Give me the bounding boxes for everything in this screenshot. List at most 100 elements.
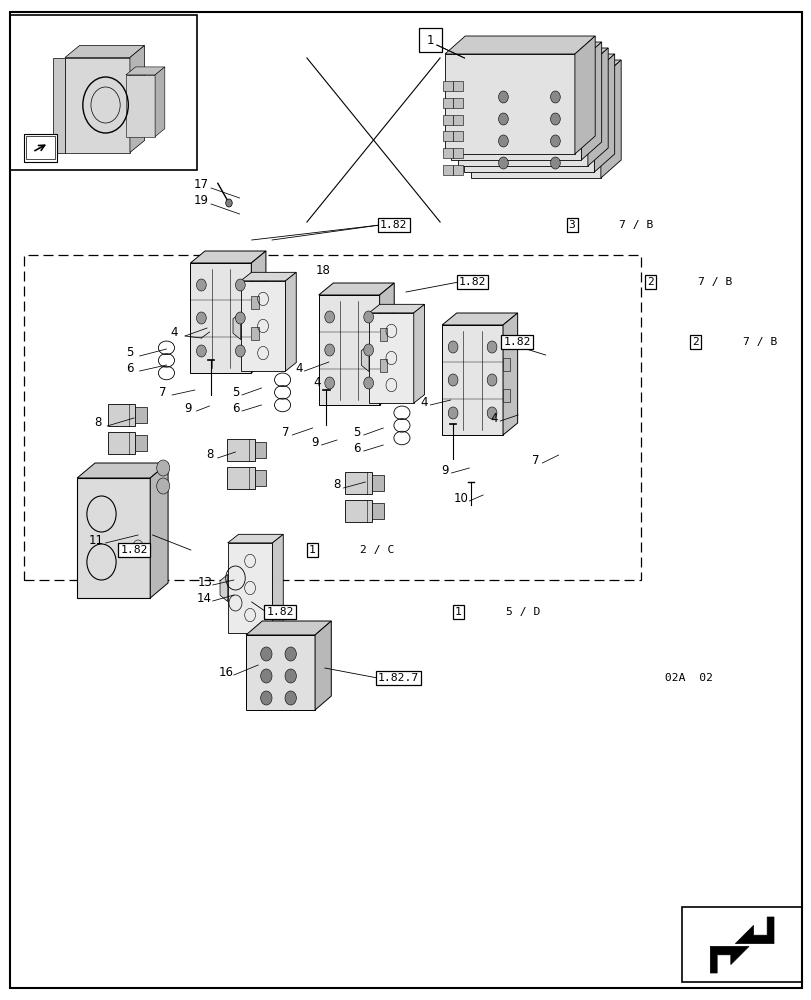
Bar — [246, 635, 315, 710]
Polygon shape — [53, 57, 65, 152]
Circle shape — [235, 312, 245, 324]
Circle shape — [285, 669, 296, 683]
Circle shape — [285, 647, 296, 661]
Circle shape — [550, 113, 560, 125]
Circle shape — [260, 647, 272, 661]
Text: 2: 2 — [646, 277, 654, 287]
Polygon shape — [451, 42, 601, 60]
Bar — [502, 358, 509, 371]
Polygon shape — [130, 45, 144, 152]
Circle shape — [448, 341, 457, 353]
Bar — [345, 472, 372, 494]
Circle shape — [487, 407, 496, 419]
Bar — [457, 66, 587, 166]
Circle shape — [260, 691, 272, 705]
Circle shape — [324, 377, 334, 389]
Circle shape — [487, 341, 496, 353]
Text: 02A  02: 02A 02 — [657, 673, 712, 683]
Text: 1.82: 1.82 — [266, 607, 294, 617]
Bar — [368, 313, 414, 403]
Circle shape — [260, 669, 272, 683]
Polygon shape — [77, 463, 168, 478]
Circle shape — [550, 91, 560, 103]
Text: 9: 9 — [311, 436, 319, 448]
Polygon shape — [470, 60, 620, 78]
Polygon shape — [272, 534, 283, 633]
Circle shape — [196, 279, 206, 291]
Text: 6: 6 — [353, 442, 361, 454]
Text: 13: 13 — [197, 576, 212, 588]
Bar — [240, 281, 285, 371]
Circle shape — [448, 407, 457, 419]
Text: 4: 4 — [294, 361, 303, 374]
Circle shape — [363, 311, 373, 323]
Text: 11: 11 — [88, 534, 103, 546]
Text: 19: 19 — [194, 194, 208, 207]
Circle shape — [363, 344, 373, 356]
Text: 5: 5 — [353, 426, 361, 438]
Text: 1: 1 — [308, 545, 315, 555]
Bar — [251, 327, 258, 340]
Bar — [24, 255, 641, 580]
Bar — [453, 81, 462, 91]
Bar — [251, 296, 258, 309]
Bar — [444, 54, 574, 154]
Bar — [227, 543, 272, 633]
Polygon shape — [319, 283, 394, 295]
Text: 4: 4 — [419, 395, 427, 408]
Bar — [418, 28, 441, 52]
Polygon shape — [735, 917, 773, 944]
Polygon shape — [587, 48, 607, 166]
Polygon shape — [502, 313, 517, 435]
Polygon shape — [368, 304, 424, 313]
Circle shape — [196, 345, 206, 357]
Bar — [443, 148, 453, 158]
Polygon shape — [464, 54, 614, 72]
Text: 1: 1 — [454, 607, 461, 617]
Polygon shape — [65, 45, 144, 57]
Bar — [441, 325, 502, 435]
Text: 4: 4 — [170, 326, 178, 340]
Text: 7 / B: 7 / B — [742, 337, 776, 347]
Text: 7: 7 — [158, 385, 166, 398]
Bar — [108, 404, 135, 426]
Bar — [227, 439, 255, 461]
Bar — [65, 57, 130, 152]
Bar — [464, 72, 594, 172]
Polygon shape — [26, 136, 55, 159]
Circle shape — [157, 460, 169, 476]
Bar — [345, 500, 372, 522]
Circle shape — [225, 199, 232, 207]
Text: 10: 10 — [453, 491, 468, 504]
Text: 16: 16 — [218, 666, 233, 678]
Text: 2 / C: 2 / C — [359, 545, 393, 555]
Polygon shape — [246, 621, 331, 635]
Circle shape — [196, 312, 206, 324]
Circle shape — [487, 374, 496, 386]
Bar — [135, 407, 147, 423]
Text: 14: 14 — [197, 591, 212, 604]
Bar — [10, 15, 196, 170]
Bar — [227, 467, 255, 489]
Polygon shape — [315, 621, 331, 710]
Circle shape — [324, 311, 334, 323]
Circle shape — [285, 691, 296, 705]
Polygon shape — [155, 67, 165, 137]
Bar — [108, 432, 135, 454]
Text: 2: 2 — [691, 337, 698, 347]
Polygon shape — [150, 463, 168, 598]
Text: 6: 6 — [126, 361, 134, 374]
Bar — [451, 60, 581, 160]
Bar — [191, 263, 251, 373]
Bar — [453, 165, 462, 175]
Circle shape — [498, 135, 508, 147]
Polygon shape — [233, 312, 240, 340]
Bar — [443, 81, 453, 91]
Bar — [372, 503, 384, 519]
Polygon shape — [191, 251, 266, 263]
Circle shape — [157, 478, 169, 494]
Bar — [255, 470, 266, 486]
Bar — [453, 148, 462, 158]
Polygon shape — [594, 54, 614, 172]
Text: 1: 1 — [426, 33, 434, 46]
